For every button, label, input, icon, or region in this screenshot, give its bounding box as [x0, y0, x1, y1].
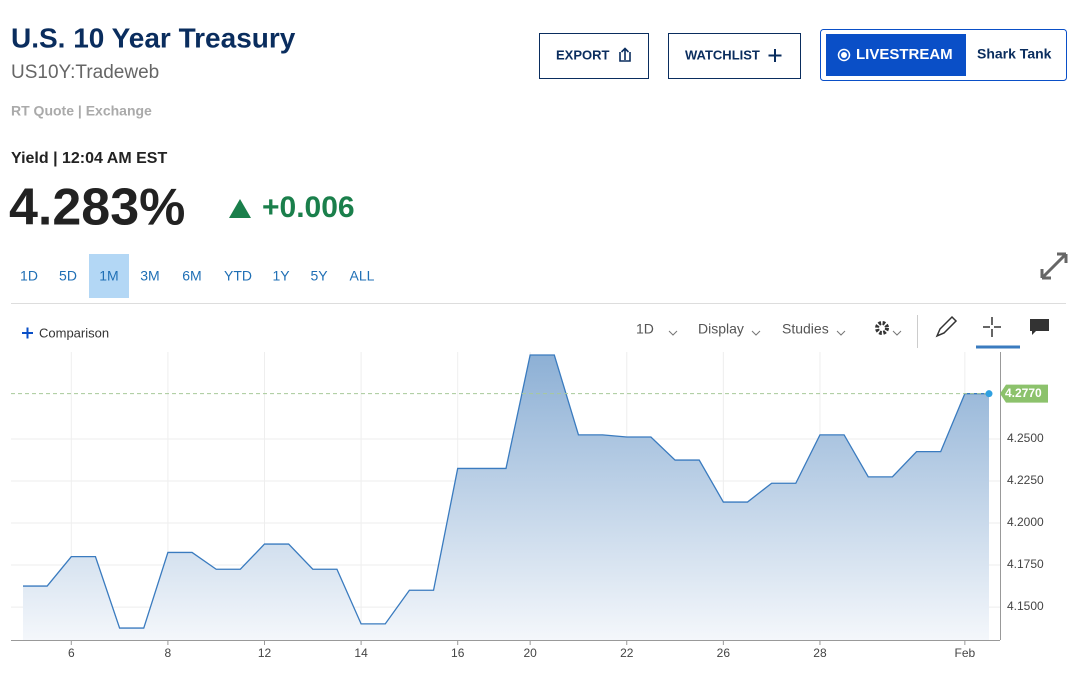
last-value-tag	[1000, 384, 1048, 403]
show-label: Shark Tank	[977, 46, 1052, 62]
x-tick-label: 14	[354, 646, 368, 660]
y-tick-label: 4.2250	[1007, 473, 1044, 487]
y-tick-label: 4.1500	[1007, 599, 1044, 613]
range-tab[interactable]: ALL	[350, 268, 375, 284]
range-tab[interactable]: 6M	[182, 268, 201, 284]
range-tab[interactable]: 5D	[59, 268, 77, 284]
y-tick-label: 4.2000	[1007, 515, 1044, 529]
draw-icon[interactable]	[935, 315, 958, 338]
x-tick-label: 28	[813, 646, 827, 660]
x-tick-label: 16	[451, 646, 465, 660]
livestream-label: LIVESTREAM	[856, 46, 953, 63]
range-tab[interactable]: 5Y	[310, 268, 328, 284]
x-tick-label: 22	[620, 646, 634, 660]
comparison-icon[interactable]	[22, 327, 33, 339]
range-tab[interactable]: YTD	[224, 268, 252, 284]
quote-label: Yield | 12:04 AM EST	[11, 150, 167, 167]
livestream-group[interactable]: LIVESTREAM Shark Tank	[820, 29, 1067, 81]
tab-selected	[89, 254, 129, 298]
up-arrow	[229, 199, 251, 218]
range-tab[interactable]: 3M	[140, 268, 159, 284]
chart: 4.1500 4.1750 4.2000 4.2250 4.2500 6 8 12 14 16 20…	[11, 352, 1048, 660]
export-label: EXPORT	[556, 47, 610, 62]
last-point	[985, 390, 993, 398]
watchlist-label: WATCHLIST	[685, 47, 760, 62]
comparison[interactable]: Comparison	[39, 325, 109, 340]
title: U.S. 10 Year Treasury	[11, 22, 296, 53]
x-tick-label: 20	[523, 646, 537, 660]
studies[interactable]: Studies	[782, 321, 829, 337]
x-tick-label: Feb	[955, 646, 976, 660]
range-tab[interactable]: 1M	[99, 268, 118, 284]
range-tab[interactable]: 1D	[20, 268, 38, 284]
x-tick-label: 26	[717, 646, 731, 660]
symbol: US10Y:Tradeweb	[11, 62, 159, 83]
range-tab[interactable]: 1Y	[272, 268, 290, 284]
y-tick-label: 4.2500	[1007, 431, 1044, 445]
x-tick-label: 12	[258, 646, 272, 660]
price: 4.283%	[9, 179, 185, 237]
y-tick-label: 4.1750	[1007, 557, 1044, 571]
change: +0.006	[262, 191, 355, 224]
watchlist-button[interactable]: WATCHLIST	[668, 33, 801, 79]
crosshair-icon[interactable]	[983, 317, 1001, 337]
source: RT Quote | Exchange	[11, 103, 152, 119]
comment-icon[interactable]	[1030, 319, 1049, 335]
dropdown-carets	[668, 330, 902, 336]
area	[23, 355, 989, 640]
interval[interactable]: 1D	[636, 321, 654, 337]
line	[23, 354, 989, 629]
settings-icon[interactable]	[875, 321, 889, 335]
x-tick-label: 8	[165, 646, 172, 660]
x-tick-label: 6	[68, 646, 75, 660]
display[interactable]: Display	[698, 321, 744, 337]
range-tabs: 1D 5D 1M 3M 6M YTD 1Y 5Y ALL	[20, 254, 375, 298]
expand-icon[interactable]	[1040, 252, 1068, 280]
last-value-label: 4.2770	[1005, 386, 1042, 400]
export-button[interactable]: EXPORT	[539, 33, 649, 79]
